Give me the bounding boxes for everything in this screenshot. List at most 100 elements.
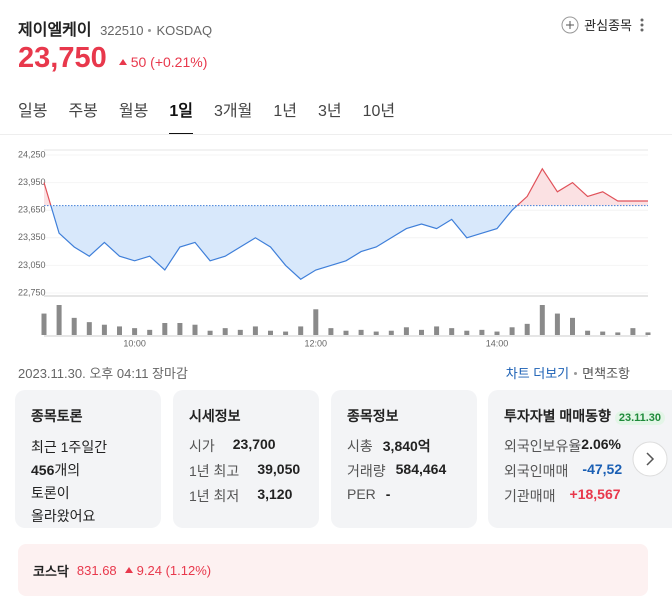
price-line [43,167,648,206]
volume-bar [600,331,606,335]
tab[interactable]: 월봉 [118,103,149,120]
volume-bar [494,331,500,335]
label: 1년 최고 [189,463,240,479]
volume-bar [313,309,319,335]
market: KOSDAQ [156,23,213,38]
tab[interactable]: 주봉 [68,103,98,120]
volume-bar [192,324,198,335]
divider [0,134,672,135]
volume-bar [615,332,621,335]
card-title: 종목토론 [31,408,83,424]
index-value: 831.68 [76,562,117,578]
tab[interactable]: 1일 [169,97,193,135]
volume-bar [147,329,153,335]
tab[interactable]: 3개월 [213,103,253,120]
row: 기관매매 +18,567 [504,486,672,511]
tab[interactable]: 10년 [362,103,396,120]
watch-button[interactable]: 관심종목 [561,15,632,34]
volume-bar [237,329,243,335]
volume-bar [56,305,62,335]
label: 시총 [347,438,373,454]
y-tick-label: 24,250 [18,149,46,159]
volume-bar [117,326,122,335]
next-button[interactable] [632,441,668,477]
count: 456 [31,462,55,478]
row: 외국인보유율 2.06% [504,436,672,461]
label: 거래량 [347,463,386,479]
volume-bar [71,317,77,335]
price-line [50,205,519,280]
area [50,205,518,280]
volume-bar [509,327,515,335]
text: 최근 1주일간 [31,439,108,455]
stock-code: 322510 [100,23,144,38]
value: 39,050 [257,461,301,477]
value: 584,464 [395,461,447,477]
row: 시총 3,840억 [347,436,477,461]
text: 토론이 [31,485,70,501]
tab[interactable]: 3년 [317,103,342,120]
value: -47,52 [582,461,623,477]
value: 23,700 [232,436,276,452]
volume-bar [539,305,545,335]
price-row: 23,750 50 (+0.21%) [18,42,207,75]
more-icon[interactable] [640,18,644,32]
card-title: 투자자별 매매동향 23.11.30 [504,406,672,426]
info-card[interactable]: 종목정보 시총 3,840억 거래량 584,464 PER - [331,390,477,528]
volume-bar [403,327,409,335]
volume-bar [524,323,530,335]
index-change-pct: (1.12%) [165,562,212,578]
row: 거래량 584,464 [347,461,477,486]
label: 기관매매 [504,488,556,504]
volume-bar [207,330,213,335]
chart-more[interactable]: 차트 더보기 [505,366,570,381]
volume-bar [343,330,349,335]
row: 시가 23,700 [189,436,319,461]
title-row: 제이엘케이 322510 KOSDAQ [18,16,212,40]
disclaimer[interactable]: 면책조항 [582,366,630,381]
volume-bar [434,326,440,335]
tab[interactable]: 1년 [273,103,297,120]
plus-icon [561,16,579,33]
value: +18,567 [569,486,621,502]
volume-bar [645,332,651,335]
period-tabs: 일봉 주봉 월봉 1일 3개월 1년 3년 10년 [18,97,395,135]
label: PER [347,486,376,502]
volume-bar [585,330,591,335]
volume-bar [419,329,424,335]
volume-bar [177,323,183,335]
y-tick-label: 22,750 [18,287,46,297]
x-tick-label: 10:00 [123,338,146,348]
row: 1년 최저 3,120 [189,486,319,511]
y-tick-label: 23,050 [18,260,46,270]
status-links: 차트 더보기 면책조항 [506,363,630,382]
chart: 22,750 23,050 23,350 23,650 23,950 24,250 10:0… [18,149,651,348]
index-name: 코스닥 [33,563,69,579]
date-badge: 23.11.30 [614,411,666,425]
y-tick-label: 23,350 [18,232,46,242]
index-bar[interactable]: 코스닥 831.68 9.24 (1.12%) [18,544,648,596]
volume-bar [86,322,92,335]
value: 3,120 [257,486,293,502]
card-title: 시세정보 [189,408,241,424]
volume-bar [358,329,364,335]
volume-bar [449,328,455,335]
area [44,168,648,206]
volume-bar [162,323,168,335]
volume-bar [268,330,273,335]
tab[interactable]: 일봉 [18,103,48,120]
x-tick-label: 14:00 [486,338,509,348]
volume-bar [464,330,470,335]
card-title: 종목정보 [347,408,399,424]
volume-bar [570,317,575,335]
text: 개의 [54,462,81,478]
volume-bar [328,328,334,335]
row: 외국인매매 -47,52 [504,461,672,486]
discussion-card[interactable]: 종목토론 최근 1주일간 456개의 토론이 올라왔어요 [15,390,161,528]
volume-bar [630,328,636,335]
y-tick-label: 23,950 [18,177,46,187]
watch-label: 관심종목 [584,18,632,33]
label: 외국인보유율 [504,438,582,454]
